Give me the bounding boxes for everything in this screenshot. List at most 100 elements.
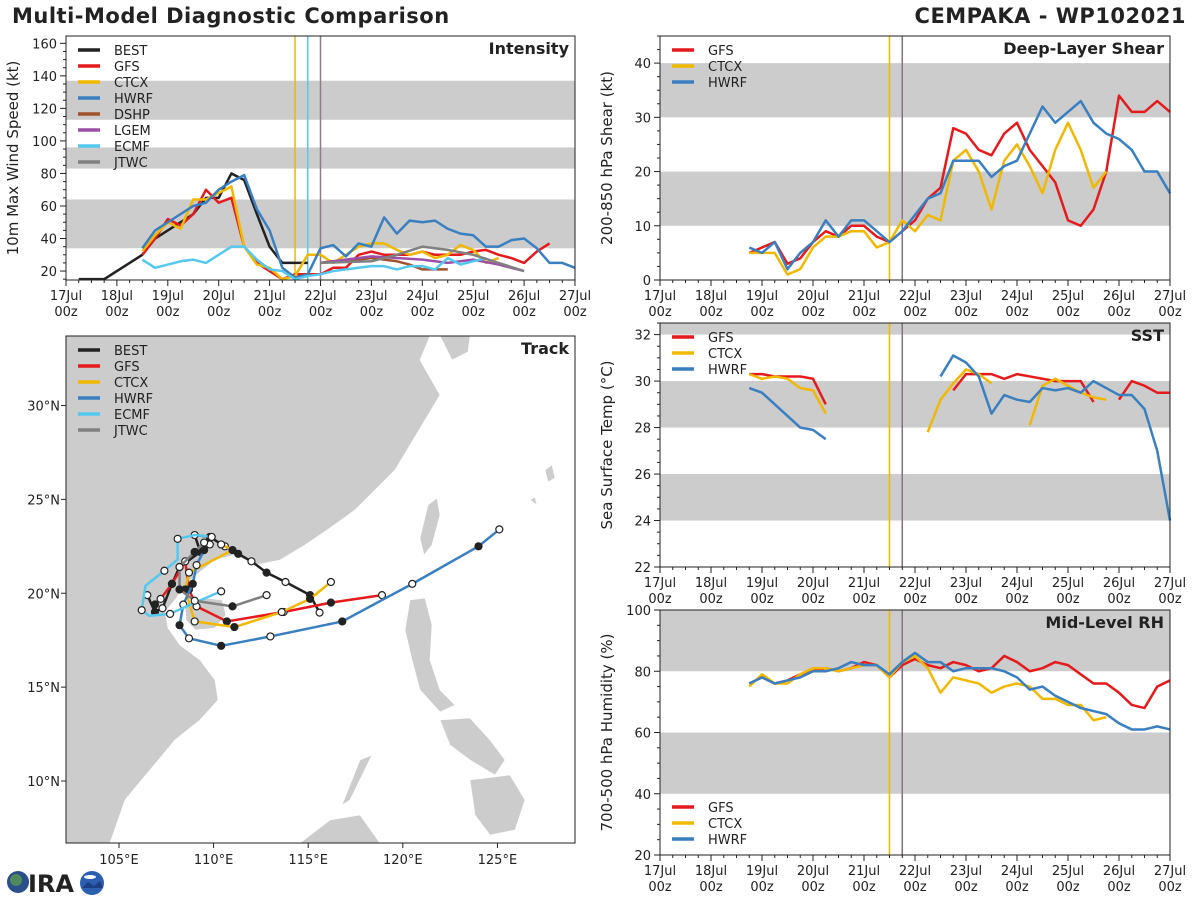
- track-point: [230, 622, 239, 632]
- x-tick-day: 25Jul: [1052, 864, 1084, 879]
- x-tick-label: 26Jul 00z: [508, 289, 540, 320]
- x-tick-hour: 00z: [699, 880, 723, 895]
- y-tick-label: 10: [634, 220, 651, 235]
- x-tick-label: 22Jul 00z: [304, 289, 336, 320]
- track-point: [184, 634, 194, 643]
- shaded-band: [660, 323, 1170, 335]
- legend-label: BEST: [114, 44, 147, 59]
- x-tick-hour: 00z: [699, 592, 723, 607]
- legend-label: BEST: [114, 344, 147, 359]
- visayas: [439, 717, 506, 776]
- track-point: [190, 547, 199, 557]
- sst-frame: [659, 322, 1171, 568]
- x-tick-label: 17Jul 00z: [644, 864, 676, 895]
- x-tick-label: 27Jul 00z: [559, 289, 591, 320]
- x-tick-hour: 00z: [1056, 592, 1080, 607]
- x-tick-day: 21Jul: [848, 576, 880, 591]
- x-tick-hour: 00z: [1107, 880, 1131, 895]
- x-tick-day: 17Jul: [644, 289, 676, 304]
- y-tick-label: 120: [32, 102, 57, 117]
- x-tick-label: 22Jul 00z: [899, 864, 931, 895]
- y-tick-label: 28: [634, 422, 651, 437]
- x-tick-label: 21Jul 00z: [253, 289, 285, 320]
- series-line-ctcx: [749, 121, 1108, 276]
- x-tick-hour: 00z: [1107, 592, 1131, 607]
- x-tick-label: 25Jul 00z: [1052, 576, 1084, 607]
- legend-label: JTWC: [113, 156, 148, 171]
- track-point: [217, 540, 226, 549]
- legend-label: CTCX: [708, 347, 742, 362]
- x-tick-label: 21Jul 00z: [848, 576, 880, 607]
- luzon: [404, 597, 456, 713]
- x-tick-day: 25Jul: [1052, 289, 1084, 304]
- track-point: [217, 587, 226, 596]
- x-tick-hour: 00z: [903, 592, 927, 607]
- x-tick-day: 18Jul: [695, 576, 727, 591]
- borneo: [299, 814, 381, 843]
- cira-logo: IRA: [7, 870, 104, 898]
- series-line-jtwc: [320, 245, 525, 273]
- x-tick-hour: 00z: [750, 880, 774, 895]
- y-tick-label: 20: [634, 166, 651, 181]
- x-tick-day: 25Jul: [457, 289, 489, 304]
- legend-label: HWRF: [114, 92, 153, 107]
- y-tick-label: 20: [40, 265, 57, 280]
- panel-title: Track: [521, 339, 569, 358]
- x-tick-label: 22Jul 00z: [899, 576, 931, 607]
- x-tick-hour: 00z: [411, 305, 435, 320]
- x-tick-hour: 00z: [1056, 305, 1080, 320]
- mainland-asia: [66, 336, 441, 843]
- x-tick-day: 25Jul: [1052, 576, 1084, 591]
- x-tick-label: 23Jul 00z: [950, 289, 982, 320]
- x-tick-label: 25Jul 00z: [1052, 289, 1084, 320]
- x-tick-day: 21Jul: [253, 289, 285, 304]
- y-tick-label: 160: [32, 37, 57, 52]
- x-tick-label: 18Jul 00z: [695, 576, 727, 607]
- track-point: [305, 594, 315, 603]
- x-tick-hour: 00z: [360, 305, 384, 320]
- series-line-gfs: [749, 372, 827, 405]
- series-line-gfs: [748, 94, 1171, 265]
- x-tick-hour: 00z: [1107, 305, 1131, 320]
- x-tick-hour: 00z: [954, 592, 978, 607]
- x-tick-hour: 00z: [801, 592, 825, 607]
- series-line-ctcx: [1028, 377, 1107, 426]
- legend-label: GFS: [708, 44, 734, 59]
- track-point: [217, 641, 226, 650]
- series-line-ctcx: [748, 372, 827, 415]
- korea: [439, 336, 471, 361]
- x-tick-day: 23Jul: [950, 576, 982, 591]
- x-tick-label: 125°E: [478, 853, 518, 868]
- track-point: [200, 545, 209, 555]
- x-tick-day: 24Jul: [406, 289, 438, 304]
- x-tick-day: 18Jul: [695, 289, 727, 304]
- x-tick-day: 17Jul: [50, 289, 82, 304]
- x-tick-hour: 00z: [954, 305, 978, 320]
- x-tick-day: 21Jul: [848, 289, 880, 304]
- x-tick-day: 26Jul: [1103, 864, 1135, 879]
- x-tick-hour: 00z: [1158, 305, 1182, 320]
- series-line-hwrf: [748, 386, 827, 441]
- x-tick-hour: 00z: [1005, 305, 1029, 320]
- x-tick-day: 27Jul: [1154, 289, 1186, 304]
- x-tick-day: 20Jul: [797, 289, 829, 304]
- x-tick-hour: 00z: [903, 880, 927, 895]
- y-tick-label: 30: [634, 111, 651, 126]
- x-tick-label: 105°E: [99, 853, 139, 868]
- track-point: [167, 579, 177, 588]
- x-tick-label: 19Jul 00z: [152, 289, 184, 320]
- japan-islands: [529, 464, 556, 506]
- x-tick-label: 23Jul 00z: [950, 864, 982, 895]
- panel-title: SST: [1131, 326, 1164, 345]
- series-line-hwrf: [939, 354, 1172, 521]
- track-lines: [137, 525, 504, 650]
- x-tick-label: 20Jul 00z: [797, 289, 829, 320]
- track-point: [222, 617, 231, 626]
- x-tick-label: 20Jul 00z: [203, 289, 235, 320]
- x-tick-label: 19Jul 00z: [746, 289, 778, 320]
- x-tick-day: 20Jul: [797, 576, 829, 591]
- x-tick-hour: 00z: [750, 592, 774, 607]
- series-line-ctcx: [926, 368, 993, 433]
